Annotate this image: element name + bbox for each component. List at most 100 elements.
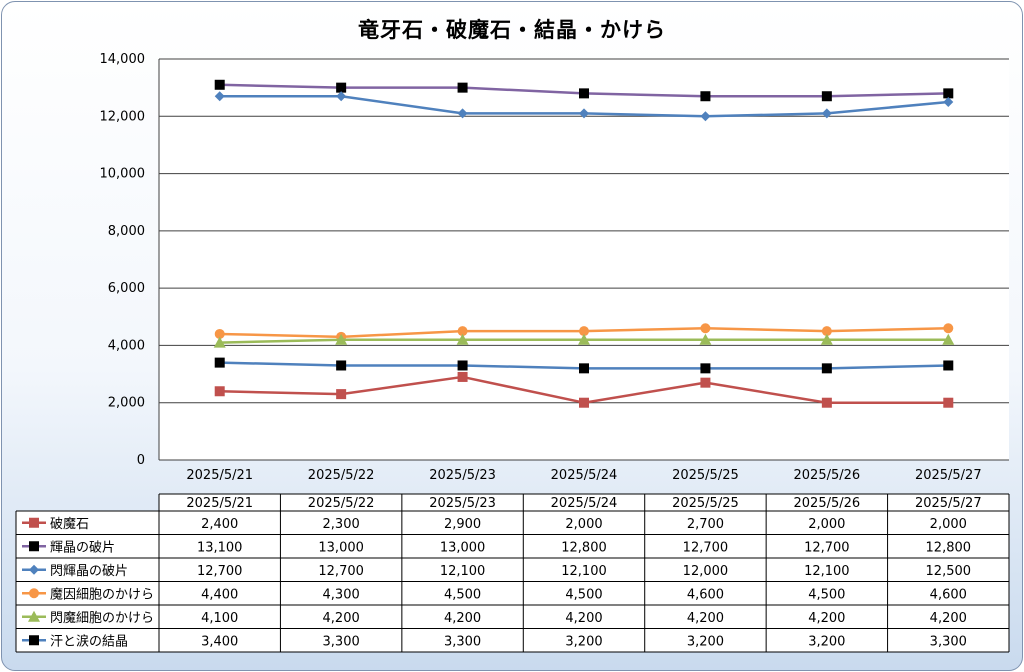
table-cell: 4,200: [687, 611, 724, 626]
y-tick-label: 4,000: [108, 338, 145, 353]
chart-title: 竜牙石・破魔石・結晶・かけら: [358, 18, 666, 42]
data-point: [29, 541, 39, 552]
y-tick-label: 2,000: [108, 396, 145, 411]
table-cell: 12,000: [683, 564, 729, 579]
table-cell: 4,400: [201, 587, 238, 602]
data-point: [943, 323, 954, 334]
table-cell: 2,000: [808, 517, 845, 532]
data-point: [29, 564, 39, 575]
data-point: [943, 360, 954, 371]
table-cell: 12,800: [926, 540, 972, 555]
data-point: [943, 397, 954, 408]
data-point: [214, 357, 225, 368]
legend-label: 魔因細胞のかけら: [50, 587, 154, 602]
data-point: [700, 377, 711, 388]
table-row: 破魔石 2,400 2,300 2,900 2,000 2,700 2,000 2,000: [22, 517, 967, 532]
y-tick-label: 0: [137, 453, 145, 468]
table-cell: 4,500: [444, 587, 481, 602]
data-point: [942, 333, 955, 345]
table-row: 輝晶の破片 13,100 13,000 13,000 12,800 12,700 12,70…: [22, 540, 971, 555]
data-point: [579, 326, 589, 337]
table-cell: 12,700: [804, 540, 850, 555]
table-cell: 3,300: [323, 634, 360, 649]
x-tick-label: 2025/5/23: [429, 468, 496, 483]
legend-label: 閃魔細胞のかけら: [50, 611, 154, 626]
table-cell: 12,700: [318, 564, 364, 579]
data-point: [214, 328, 225, 339]
table-cell: 4,200: [444, 611, 481, 626]
data-point: [336, 91, 347, 102]
data-point: [29, 517, 39, 528]
data-point: [457, 108, 468, 119]
series-5: [213, 333, 955, 348]
table-cell: 13,000: [440, 540, 486, 555]
data-point: [579, 108, 589, 119]
table-cell: 2,900: [444, 517, 481, 532]
data-point: [700, 363, 711, 374]
table-cell: 13,000: [318, 540, 364, 555]
table-header-cell: 2025/5/22: [308, 496, 375, 511]
y-tick-label: 6,000: [108, 281, 145, 296]
data-point: [457, 326, 468, 337]
table-cell: 3,200: [808, 634, 845, 649]
x-tick-label: 2025/5/24: [551, 468, 618, 483]
legend-label: 汗と涙の結晶: [50, 633, 128, 649]
data-point: [457, 360, 468, 371]
table-header-bg: [159, 494, 1009, 511]
data-point: [578, 333, 590, 345]
data-point: [29, 588, 39, 599]
table-cell: 4,200: [808, 611, 845, 626]
data-point: [336, 360, 347, 371]
table-header-cell: 2025/5/27: [915, 496, 982, 511]
table-cell: 12,700: [197, 564, 243, 579]
data-table: 2025/5/21 2025/5/22 2025/5/23 2025/5/24 2025…: [15, 493, 1010, 653]
table-cell: 4,500: [565, 587, 602, 602]
table-cell: 2,000: [565, 517, 602, 532]
series-2: [214, 79, 954, 102]
table-header-cell: 2025/5/25: [672, 496, 739, 511]
table-cell: 2,400: [201, 517, 238, 532]
data-point: [335, 333, 348, 345]
data-point: [700, 91, 711, 102]
data-point: [820, 333, 833, 345]
data-point: [821, 363, 832, 374]
y-tick-label: 10,000: [100, 167, 146, 182]
data-point: [579, 88, 589, 99]
table-cell: 3,400: [201, 634, 238, 649]
table-cell: 2,000: [930, 517, 967, 532]
series-1: [214, 371, 954, 408]
x-tick-label: 2025/5/22: [308, 468, 375, 483]
data-point: [28, 610, 40, 622]
table-header-cell: 2025/5/26: [794, 496, 861, 511]
series-3: [214, 91, 954, 122]
table-cell: 4,200: [323, 611, 360, 626]
table-row: 閃輝晶の破片 12,700 12,700 12,100 12,100 12,000 12,1…: [22, 564, 971, 579]
legend-label: 閃輝晶の破片: [50, 564, 128, 579]
table-header-cell: 2025/5/21: [186, 496, 253, 511]
data-point: [821, 108, 832, 119]
x-tick-label: 2025/5/21: [186, 468, 253, 483]
table-cell: 2,700: [687, 517, 724, 532]
table-cell: 12,700: [683, 540, 729, 555]
table-cell: 12,500: [926, 564, 972, 579]
legend-label: 破魔石: [50, 517, 89, 532]
x-tick-label: 2025/5/27: [915, 468, 982, 483]
data-point: [336, 82, 347, 93]
table-cell: 13,100: [197, 540, 243, 555]
table-cell: 3,200: [565, 634, 602, 649]
x-tick-label: 2025/5/26: [794, 468, 861, 483]
table-cell: 12,800: [561, 540, 607, 555]
table-row: 汗と涙の結晶 3,400 3,300 3,300 3,200 3,200 3,200 3,30…: [22, 633, 967, 649]
table-cell: 4,500: [808, 587, 845, 602]
table-cell: 12,100: [804, 564, 850, 579]
data-point: [336, 389, 347, 400]
table-cell: 3,300: [444, 634, 481, 649]
table-cell: 2,300: [323, 517, 360, 532]
data-point: [699, 333, 712, 345]
data-point: [821, 326, 832, 337]
table-cell: 12,100: [561, 564, 607, 579]
y-tick-label: 14,000: [100, 52, 146, 67]
table-row: 閃魔細胞のかけら 4,100 4,200 4,200 4,200 4,200 4,200 4,…: [22, 610, 967, 626]
